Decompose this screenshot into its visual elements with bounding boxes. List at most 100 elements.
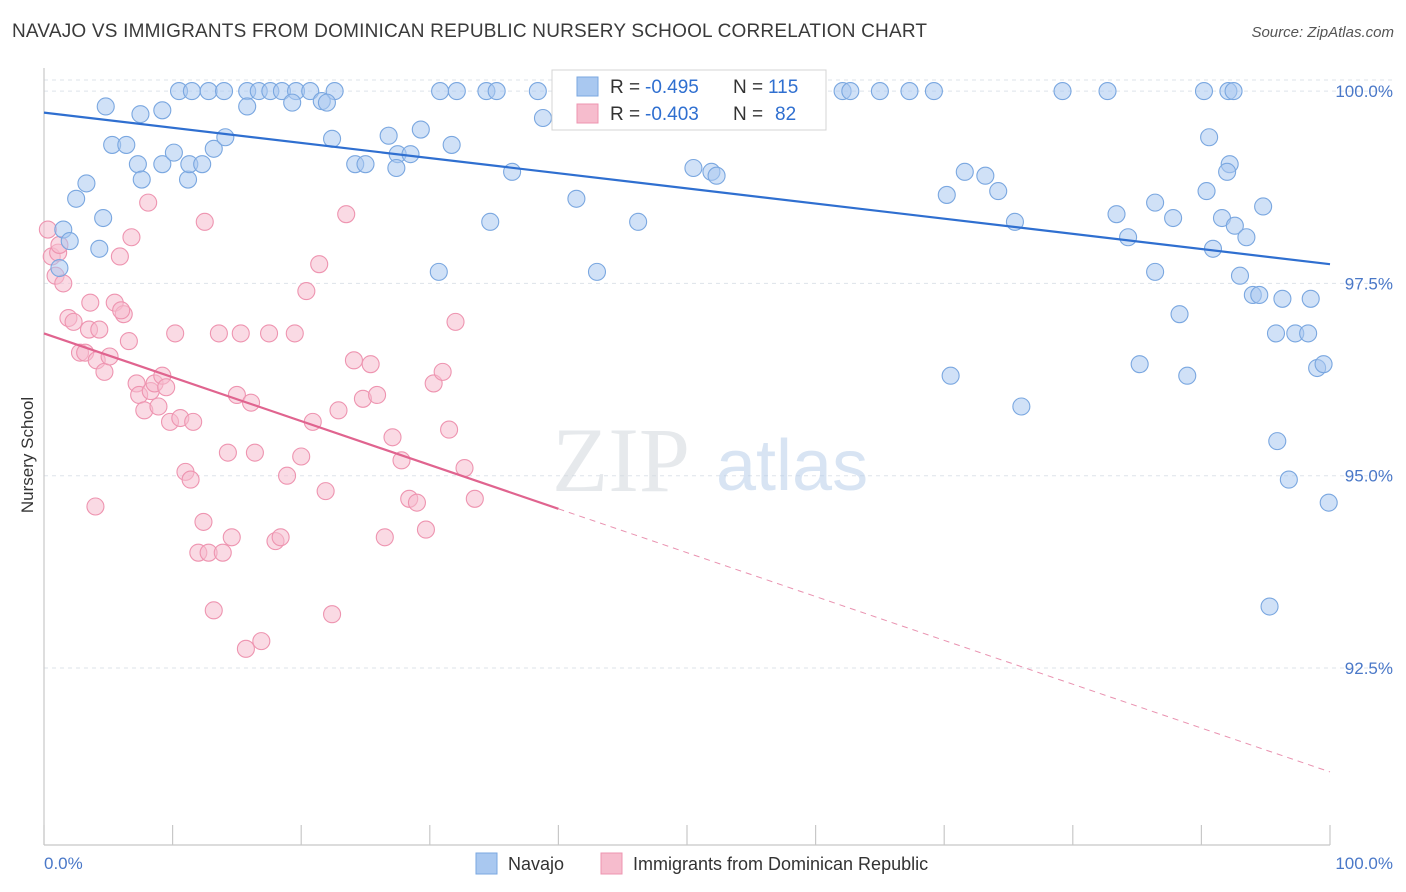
navajo-point — [976, 166, 995, 185]
navajo-point — [379, 126, 398, 145]
dominican-point — [329, 401, 348, 420]
dominican-point — [54, 274, 73, 293]
navajo-point — [67, 189, 86, 208]
navajo-point — [924, 82, 943, 101]
navajo-point — [387, 158, 406, 178]
navajo-point — [128, 155, 147, 174]
scatter-points — [38, 82, 1338, 658]
navajo-point — [587, 262, 607, 281]
dominican-point — [231, 324, 250, 343]
dominican-point — [227, 385, 246, 405]
navajo-point — [199, 82, 218, 101]
navajo-point — [216, 128, 235, 147]
y-tick-label: 92.5% — [1345, 659, 1393, 678]
navajo-point — [356, 155, 375, 174]
navajo-point — [1250, 285, 1269, 304]
dominican-point — [112, 301, 131, 320]
navajo-point — [1230, 266, 1250, 285]
dominican-point — [213, 543, 232, 562]
dominican-point — [465, 489, 484, 508]
navajo-point — [528, 82, 547, 101]
legend-swatch-navajo — [475, 852, 498, 875]
chart-title: NAVAJO VS IMMIGRANTS FROM DOMINICAN REPU… — [12, 21, 928, 42]
stats-n-value: 115 — [768, 77, 798, 98]
stats-n-label: N = — [733, 104, 763, 125]
navajo-point — [1053, 82, 1072, 101]
dominican-point — [416, 520, 435, 539]
navajo-point — [1146, 262, 1165, 281]
navajo-point — [941, 366, 960, 385]
navajo-point — [1218, 162, 1237, 181]
navajo-point — [323, 129, 342, 148]
legend-swatch-dominican — [600, 852, 623, 875]
navajo-point — [429, 262, 448, 281]
navajo-point — [1178, 366, 1197, 385]
navajo-point — [283, 93, 302, 112]
navajo-point — [1164, 208, 1183, 228]
navajo-point — [90, 239, 109, 258]
source-note: Source: ZipAtlas.com — [1251, 24, 1394, 41]
navajo-point — [1273, 289, 1292, 308]
navajo-point — [1279, 470, 1298, 489]
legend-label-navajo: Navajo — [508, 854, 564, 874]
x-axis-ticks — [43, 825, 1331, 845]
x-tick-label-min: 0.0% — [44, 854, 83, 873]
trend-line-dominican — [43, 332, 559, 510]
dominican-point — [204, 601, 223, 620]
navajo-point — [1098, 82, 1117, 101]
navajo-point — [1224, 82, 1243, 101]
trend-line-navajo — [43, 111, 1331, 266]
y-tick-label: 100.0% — [1335, 82, 1393, 101]
dominican-point — [222, 528, 241, 547]
dominican-point — [149, 397, 168, 416]
navajo-point — [193, 155, 212, 174]
navajo-point — [204, 139, 223, 158]
dominican-point — [194, 512, 213, 531]
navajo-point — [1299, 324, 1318, 343]
navajo-point — [1314, 355, 1333, 374]
navajo-point — [178, 170, 198, 189]
navajo-point — [1260, 597, 1279, 616]
dominican-point — [297, 282, 316, 301]
dominican-point — [139, 193, 158, 212]
navajo-point — [164, 143, 183, 162]
navajo-point — [841, 82, 860, 101]
navajo-point — [955, 162, 974, 181]
navajo-point — [1130, 355, 1149, 374]
dominican-point — [90, 320, 109, 339]
dominican-point — [407, 493, 426, 512]
navajo-point — [94, 208, 113, 228]
stats-legend-swatch-dominican — [576, 103, 599, 124]
dominican-point — [209, 324, 228, 343]
dominican-point — [181, 470, 200, 489]
stats-r-label: R = — [610, 104, 640, 125]
navajo-point — [153, 101, 172, 120]
dominican-point — [368, 385, 387, 405]
dominican-point — [278, 466, 297, 485]
dominican-point — [86, 497, 105, 516]
dominican-point — [110, 247, 129, 266]
stats-legend-swatch-navajo — [576, 76, 599, 97]
navajo-point — [870, 82, 889, 101]
dominican-point — [292, 447, 311, 466]
navajo-point — [1107, 205, 1126, 224]
navajo-point — [117, 135, 136, 154]
navajo-point — [567, 189, 586, 208]
navajo-point — [214, 82, 234, 101]
navajo-point — [503, 162, 522, 181]
dominican-point — [440, 420, 459, 439]
watermark: ZIP atlas — [552, 409, 868, 511]
navajo-point — [447, 82, 466, 101]
x-tick-label-max: 100.0% — [1335, 854, 1393, 873]
stats-n-label: N = — [733, 77, 763, 98]
dominican-point — [122, 228, 141, 247]
stats-r-value: -0.495 — [645, 77, 699, 98]
navajo-point — [533, 108, 553, 128]
navajo-point — [1225, 216, 1244, 235]
dominican-point — [184, 412, 203, 431]
navajo-point — [989, 182, 1008, 201]
navajo-point — [1301, 289, 1320, 308]
navajo-point — [629, 212, 648, 231]
navajo-point — [442, 135, 461, 154]
